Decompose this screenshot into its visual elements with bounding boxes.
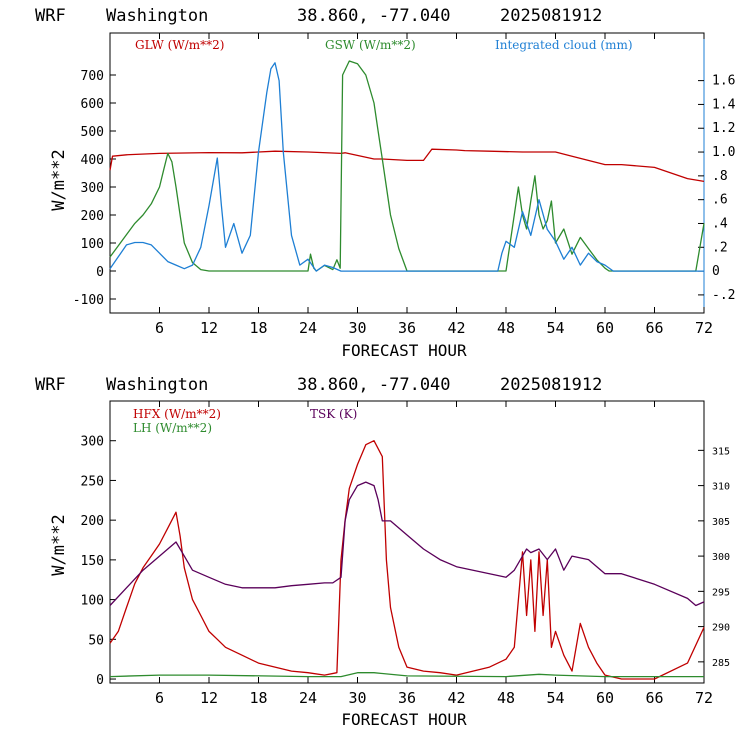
header-run: 2025081912 bbox=[500, 375, 602, 395]
x-tick-label: 48 bbox=[497, 319, 515, 337]
series-line-gsw bbox=[109, 60, 705, 272]
y2-tick-label: .2 bbox=[712, 240, 728, 255]
y2-tick-label: 305 bbox=[712, 517, 730, 528]
legend-hfx: HFX (W/m**2) bbox=[133, 407, 221, 421]
x-tick-label: 6 bbox=[155, 689, 164, 707]
y-tick-label: 50 bbox=[88, 633, 104, 648]
x-tick-label: 72 bbox=[695, 319, 713, 337]
x-tick-label: 42 bbox=[447, 319, 465, 337]
legend-cloud: Integrated cloud (mm) bbox=[495, 38, 633, 52]
x-tick-label: 24 bbox=[299, 319, 317, 337]
y2-tick-label: 1.4 bbox=[712, 97, 736, 112]
series-group bbox=[109, 440, 705, 680]
header-coords: 38.860, -77.040 bbox=[297, 375, 451, 395]
y-tick-label: 150 bbox=[81, 554, 104, 569]
x-tick-label: 72 bbox=[695, 689, 713, 707]
x-axis: 6 12 18 24 30 36 42 48 54 60 66 72 bbox=[155, 33, 713, 337]
y2-tick-label: 310 bbox=[712, 482, 730, 493]
series-group bbox=[109, 60, 705, 272]
x-tick-label: 12 bbox=[200, 689, 218, 707]
header-model: WRF bbox=[35, 6, 66, 26]
header-location: Washington bbox=[106, 375, 208, 395]
y2-tick-label: 290 bbox=[712, 623, 730, 634]
x-tick-label: 30 bbox=[348, 689, 366, 707]
y-tick-label: 300 bbox=[81, 181, 104, 196]
header-model: WRF bbox=[35, 375, 66, 395]
x-tick-label: 42 bbox=[447, 689, 465, 707]
y-tick-label: 300 bbox=[81, 435, 104, 450]
x-tick-label: 12 bbox=[200, 319, 218, 337]
series-line-tsk bbox=[109, 481, 705, 607]
x-tick-label: 54 bbox=[546, 689, 564, 707]
x-axis-title: FORECAST HOUR bbox=[341, 341, 467, 360]
y-tick-label: 200 bbox=[81, 209, 104, 224]
y-axis-right: -.2 0 .2 .4 .6 .8 1.0 1.2 1.4 1.6 bbox=[698, 74, 736, 303]
series-line-integrated bbox=[109, 62, 704, 272]
x-tick-label: 24 bbox=[299, 689, 317, 707]
y-tick-label: 400 bbox=[81, 153, 104, 168]
header-run: 2025081912 bbox=[500, 6, 602, 26]
y2-tick-label: 285 bbox=[712, 658, 730, 669]
y-axis-left: 0 50 100 150 200 250 300 bbox=[81, 435, 116, 688]
y2-tick-label: 1.6 bbox=[712, 74, 735, 89]
series-line-hfx bbox=[109, 440, 705, 680]
x-tick-label: 60 bbox=[596, 319, 614, 337]
series-line-lh bbox=[109, 672, 704, 678]
series-line-glw bbox=[109, 148, 705, 183]
x-tick-label: 60 bbox=[596, 689, 614, 707]
legend-gsw: GSW (W/m**2) bbox=[325, 38, 416, 52]
y-axis-left: -100 0 100 200 300 400 500 600 700 bbox=[73, 69, 116, 308]
x-tick-label: 66 bbox=[645, 319, 663, 337]
x-tick-label: 18 bbox=[249, 689, 267, 707]
y-tick-label: 100 bbox=[81, 237, 104, 252]
legend-lh: LH (W/m**2) bbox=[133, 421, 212, 435]
y2-tick-label: .8 bbox=[712, 169, 728, 184]
legend-tsk: TSK (K) bbox=[310, 407, 357, 421]
y2-tick-label: 1.0 bbox=[712, 145, 735, 160]
plot-frame bbox=[109, 400, 705, 684]
y-tick-label: -100 bbox=[73, 293, 104, 308]
header-coords: 38.860, -77.040 bbox=[297, 6, 451, 26]
y2-tick-label: 1.2 bbox=[712, 121, 735, 136]
x-tick-label: 48 bbox=[497, 689, 515, 707]
x-tick-label: 54 bbox=[546, 319, 564, 337]
y2-tick-label: -.2 bbox=[712, 288, 735, 303]
y-tick-label: 250 bbox=[81, 474, 104, 489]
x-tick-label: 30 bbox=[348, 319, 366, 337]
panel-surface-fluxes: WRF Washington 38.860, -77.040 202508191… bbox=[35, 375, 730, 729]
x-axis: 6 12 18 24 30 36 42 48 54 60 66 72 bbox=[155, 401, 713, 707]
y-axis-title: W/m**2 bbox=[49, 149, 69, 210]
y2-tick-label: 315 bbox=[712, 446, 730, 457]
y-tick-label: 700 bbox=[81, 69, 104, 84]
y2-tick-label: 300 bbox=[712, 552, 730, 563]
y-tick-label: 200 bbox=[81, 514, 104, 529]
x-tick-label: 66 bbox=[645, 689, 663, 707]
y2-tick-label: .6 bbox=[712, 193, 728, 208]
y-axis-title: W/m**2 bbox=[49, 514, 69, 575]
x-tick-label: 36 bbox=[398, 689, 416, 707]
x-tick-label: 6 bbox=[155, 319, 164, 337]
x-axis-title: FORECAST HOUR bbox=[341, 710, 467, 729]
header-location: Washington bbox=[106, 6, 208, 26]
y-tick-label: 0 bbox=[96, 673, 104, 688]
y2-tick-label: 0 bbox=[712, 264, 720, 279]
y-tick-label: 600 bbox=[81, 97, 104, 112]
legend-glw: GLW (W/m**2) bbox=[135, 38, 224, 52]
y-tick-label: 500 bbox=[81, 125, 104, 140]
x-tick-label: 18 bbox=[249, 319, 267, 337]
y2-tick-label: 295 bbox=[712, 587, 730, 598]
x-tick-label: 36 bbox=[398, 319, 416, 337]
y-tick-label: 0 bbox=[96, 265, 104, 280]
panel-radiation-cloud: WRF Washington 38.860, -77.040 202508191… bbox=[35, 6, 736, 360]
y-axis-right: 285 290 295 300 305 310 315 bbox=[698, 446, 730, 669]
y-tick-label: 100 bbox=[81, 594, 104, 609]
y2-tick-label: .4 bbox=[712, 216, 728, 231]
